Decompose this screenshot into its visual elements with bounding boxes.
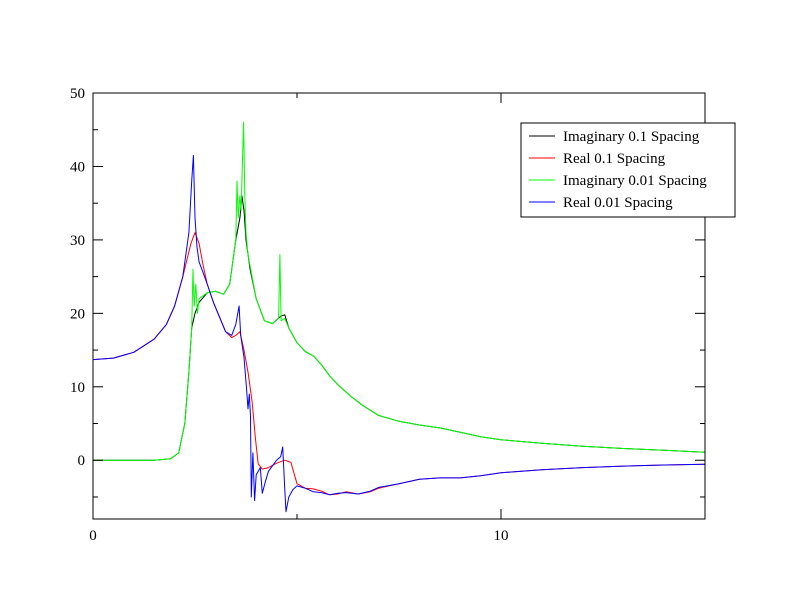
- y-tick-label: 50: [70, 86, 85, 102]
- x-tick-label: 10: [494, 528, 509, 544]
- y-tick-label: 40: [70, 159, 85, 175]
- series-line-3: [93, 121, 706, 461]
- y-tick-label: 0: [78, 453, 86, 469]
- legend-label: Imaginary 0.01 Spacing: [563, 173, 707, 189]
- y-tick-label: 10: [70, 380, 85, 396]
- legend-box: [520, 122, 736, 218]
- y-tick-label: 20: [70, 306, 85, 322]
- plot-frame: [92, 92, 706, 520]
- legend: Imaginary 0.1 Spacing Real 0.1 Spacing Ima…: [520, 122, 736, 218]
- series-line-4: [92, 154, 706, 513]
- legend-label: Imaginary 0.1 Spacing: [563, 129, 700, 145]
- series-layer: [92, 121, 706, 513]
- legend-label: Real 0.01 Spacing: [563, 195, 673, 211]
- x-tick-label: 0: [89, 528, 97, 544]
- legend-label: Real 0.1 Spacing: [563, 151, 666, 167]
- y-tick-label: 30: [70, 233, 85, 249]
